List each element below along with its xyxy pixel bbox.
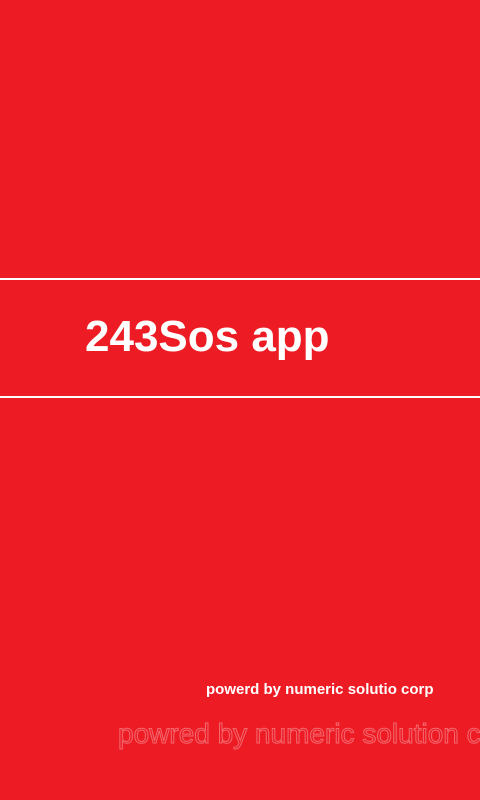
divider-top [0, 278, 480, 280]
watermark-text: powred by numeric solution co [117, 718, 480, 750]
divider-bottom [0, 396, 480, 398]
credit-text: powerd by numeric solutio corp [206, 681, 434, 698]
app-title: 243Sos app [85, 312, 330, 361]
